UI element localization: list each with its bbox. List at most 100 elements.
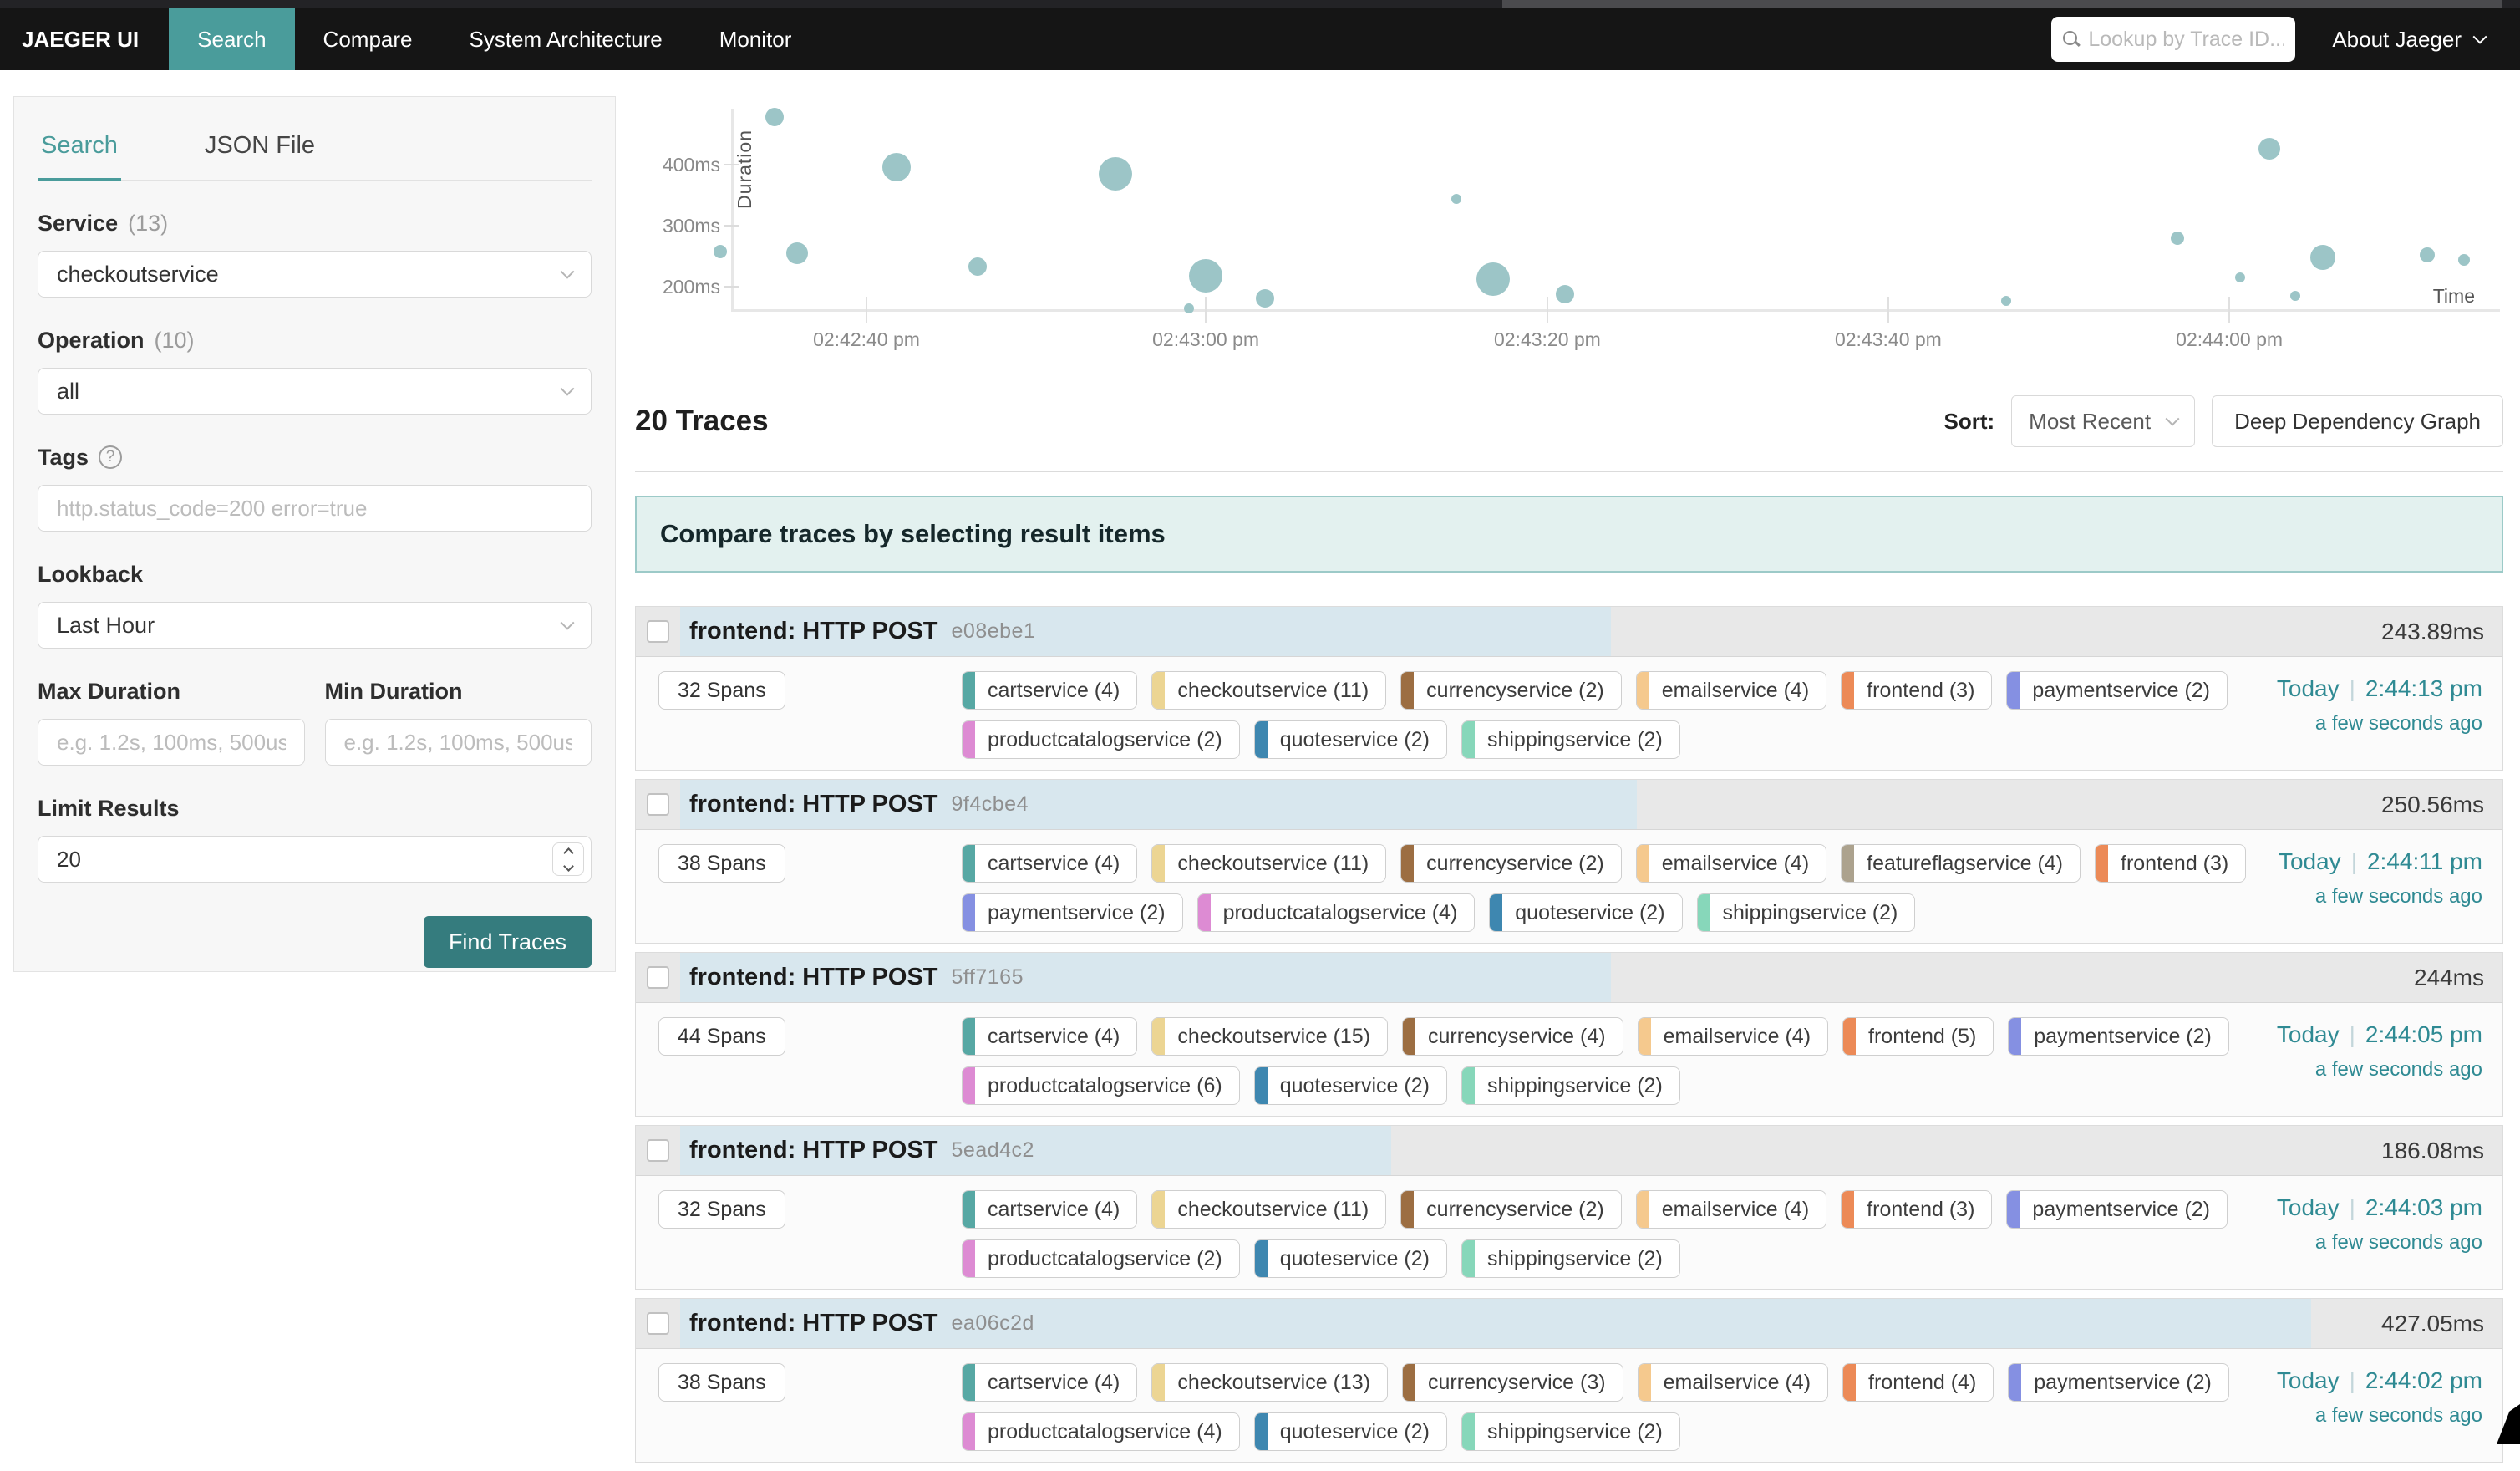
trace-scatter-point[interactable] xyxy=(1189,259,1222,293)
service-tag-label: quoteservice (2) xyxy=(1280,1420,1430,1444)
find-traces-button[interactable]: Find Traces xyxy=(424,916,592,968)
step-up-icon[interactable] xyxy=(563,847,574,858)
limit-results-label: Limit Results xyxy=(38,796,592,821)
trace-scatter-point[interactable] xyxy=(1256,289,1274,308)
trace-date-time: Today|2:44:11 pm xyxy=(2279,848,2482,875)
nav-item-compare[interactable]: Compare xyxy=(295,8,441,70)
service-tag-label: cartservice (4) xyxy=(988,1198,1120,1222)
trace-time: 2:44:13 pm xyxy=(2365,675,2482,701)
deep-dependency-graph-button[interactable]: Deep Dependency Graph xyxy=(2212,395,2503,447)
sort-select[interactable]: Most Recent xyxy=(2011,395,2195,447)
trace-card-body: 38 Spanscartservice (4)checkoutservice (… xyxy=(636,1349,2502,1462)
tab-search[interactable]: Search xyxy=(38,124,121,181)
service-tag-label: shippingservice (2) xyxy=(1487,1074,1663,1098)
x-axis-tick xyxy=(1547,297,1548,323)
operation-select[interactable]: all xyxy=(38,368,592,415)
trace-select-checkbox[interactable] xyxy=(647,793,669,816)
service-tag-label: quoteservice (2) xyxy=(1280,1074,1430,1098)
service-tag-label: emailservice (4) xyxy=(1662,679,1809,703)
trace-scatter-point[interactable] xyxy=(2171,232,2184,245)
service-color-swatch xyxy=(963,1240,975,1277)
trace-scatter-point[interactable] xyxy=(2310,245,2335,270)
nav-item-system-architecture[interactable]: System Architecture xyxy=(440,8,690,70)
service-tag: emailservice (4) xyxy=(1638,1363,1828,1402)
service-color-swatch xyxy=(1637,672,1649,709)
service-tag-label: currencyservice (2) xyxy=(1426,1198,1604,1222)
trace-scatter-point[interactable] xyxy=(765,108,784,126)
trace-scatter-point[interactable] xyxy=(2290,291,2300,301)
trace-select-checkbox[interactable] xyxy=(647,620,669,643)
service-tag-label: currencyservice (2) xyxy=(1426,679,1604,703)
trace-result-card[interactable]: frontend: HTTP POST9f4cbe4250.56ms38 Spa… xyxy=(635,779,2503,944)
help-icon[interactable]: ? xyxy=(99,445,122,469)
trace-scatter-point[interactable] xyxy=(1099,157,1132,191)
service-color-swatch xyxy=(1842,845,1854,882)
trace-select-checkbox[interactable] xyxy=(647,1139,669,1162)
top-nav: JAEGER UI Search Compare System Architec… xyxy=(0,8,2520,70)
trace-scatter-point[interactable] xyxy=(714,245,727,258)
service-tag: cartservice (4) xyxy=(962,671,1137,710)
limit-results-input[interactable] xyxy=(57,847,572,873)
duration-scatter-chart: Duration Time 400ms300ms200ms02:42:40 pm… xyxy=(635,96,2503,372)
trace-lookup-input[interactable] xyxy=(2088,28,2284,52)
service-tag: cartservice (4) xyxy=(962,1190,1137,1229)
nav-item-monitor[interactable]: Monitor xyxy=(691,8,821,70)
service-tag-list: cartservice (4)checkoutservice (13)curre… xyxy=(962,1363,2229,1451)
trace-duration: 243.89ms xyxy=(2381,618,2502,645)
trace-scatter-point[interactable] xyxy=(1476,262,1510,296)
tags-input[interactable] xyxy=(57,496,572,522)
service-tag-label: checkoutservice (11) xyxy=(1177,679,1369,703)
tab-json-file[interactable]: JSON File xyxy=(201,124,318,180)
trace-card-header-content: frontend: HTTP POSTea06c2d427.05ms xyxy=(636,1299,2502,1348)
number-stepper[interactable] xyxy=(552,842,584,876)
span-count-badge: 32 Spans xyxy=(658,671,785,710)
trace-scatter-point[interactable] xyxy=(1184,303,1194,313)
service-tag: currencyservice (2) xyxy=(1400,671,1622,710)
step-down-icon[interactable] xyxy=(563,861,574,872)
service-tag-label: emailservice (4) xyxy=(1662,852,1809,876)
max-duration-input[interactable] xyxy=(57,730,286,756)
min-duration-input[interactable] xyxy=(344,730,573,756)
trace-scatter-point[interactable] xyxy=(882,153,911,181)
separator: | xyxy=(2351,848,2357,874)
service-tag: quoteservice (2) xyxy=(1489,893,1682,932)
service-tag: cartservice (4) xyxy=(962,1017,1137,1056)
trace-result-card[interactable]: frontend: HTTP POST5ead4c2186.08ms32 Spa… xyxy=(635,1125,2503,1290)
service-tag-list: cartservice (4)checkoutservice (11)curre… xyxy=(962,844,2246,932)
trace-result-card[interactable]: frontend: HTTP POSTea06c2d427.05ms38 Spa… xyxy=(635,1298,2503,1463)
service-tag-label: frontend (3) xyxy=(1867,679,1974,703)
service-color-swatch xyxy=(963,894,975,931)
trace-duration: 186.08ms xyxy=(2381,1138,2502,1164)
trace-result-card[interactable]: frontend: HTTP POSTe08ebe1243.89ms32 Spa… xyxy=(635,606,2503,771)
trace-relative-time: a few seconds ago xyxy=(2277,1404,2482,1428)
trace-result-card[interactable]: frontend: HTTP POST5ff7165244ms44 Spansc… xyxy=(635,952,2503,1117)
trace-scatter-point[interactable] xyxy=(2420,247,2435,262)
trace-scatter-point[interactable] xyxy=(1556,285,1574,303)
trace-scatter-point[interactable] xyxy=(2458,254,2470,266)
service-color-swatch xyxy=(1255,721,1268,758)
trace-lookup-box[interactable] xyxy=(2051,17,2295,62)
trace-scatter-point[interactable] xyxy=(2001,296,2011,306)
trace-select-checkbox[interactable] xyxy=(647,966,669,989)
lookback-select[interactable]: Last Hour xyxy=(38,602,592,649)
service-tag-row: cartservice (4) checkoutservice (11) curre… xyxy=(962,671,2228,710)
service-select[interactable]: checkoutservice xyxy=(38,251,592,298)
service-tag-label: currencyservice (4) xyxy=(1428,1025,1606,1049)
service-tag-label: paymentservice (2) xyxy=(2032,1198,2210,1222)
nav-item-search[interactable]: Search xyxy=(169,8,294,70)
browser-chrome-strip-segment xyxy=(1502,0,2502,8)
trace-scatter-point[interactable] xyxy=(2235,272,2245,282)
trace-scatter-point[interactable] xyxy=(1451,194,1461,204)
trace-scatter-point[interactable] xyxy=(2258,138,2280,160)
service-tag: emailservice (4) xyxy=(1636,671,1826,710)
service-tag: checkoutservice (13) xyxy=(1151,1363,1388,1402)
trace-select-checkbox[interactable] xyxy=(647,1312,669,1335)
trace-card-header-content: frontend: HTTP POST5ff7165244ms xyxy=(636,953,2502,1002)
about-jaeger-menu[interactable]: About Jaeger xyxy=(2332,27,2485,53)
browser-chrome-strip xyxy=(0,0,2520,8)
service-tag: currencyservice (3) xyxy=(1402,1363,1623,1402)
trace-scatter-point[interactable] xyxy=(968,257,987,276)
x-axis-tick xyxy=(1887,297,1889,323)
results-header: 20 Traces Sort: Most Recent Deep Depende… xyxy=(635,372,2503,472)
trace-scatter-point[interactable] xyxy=(786,242,808,264)
